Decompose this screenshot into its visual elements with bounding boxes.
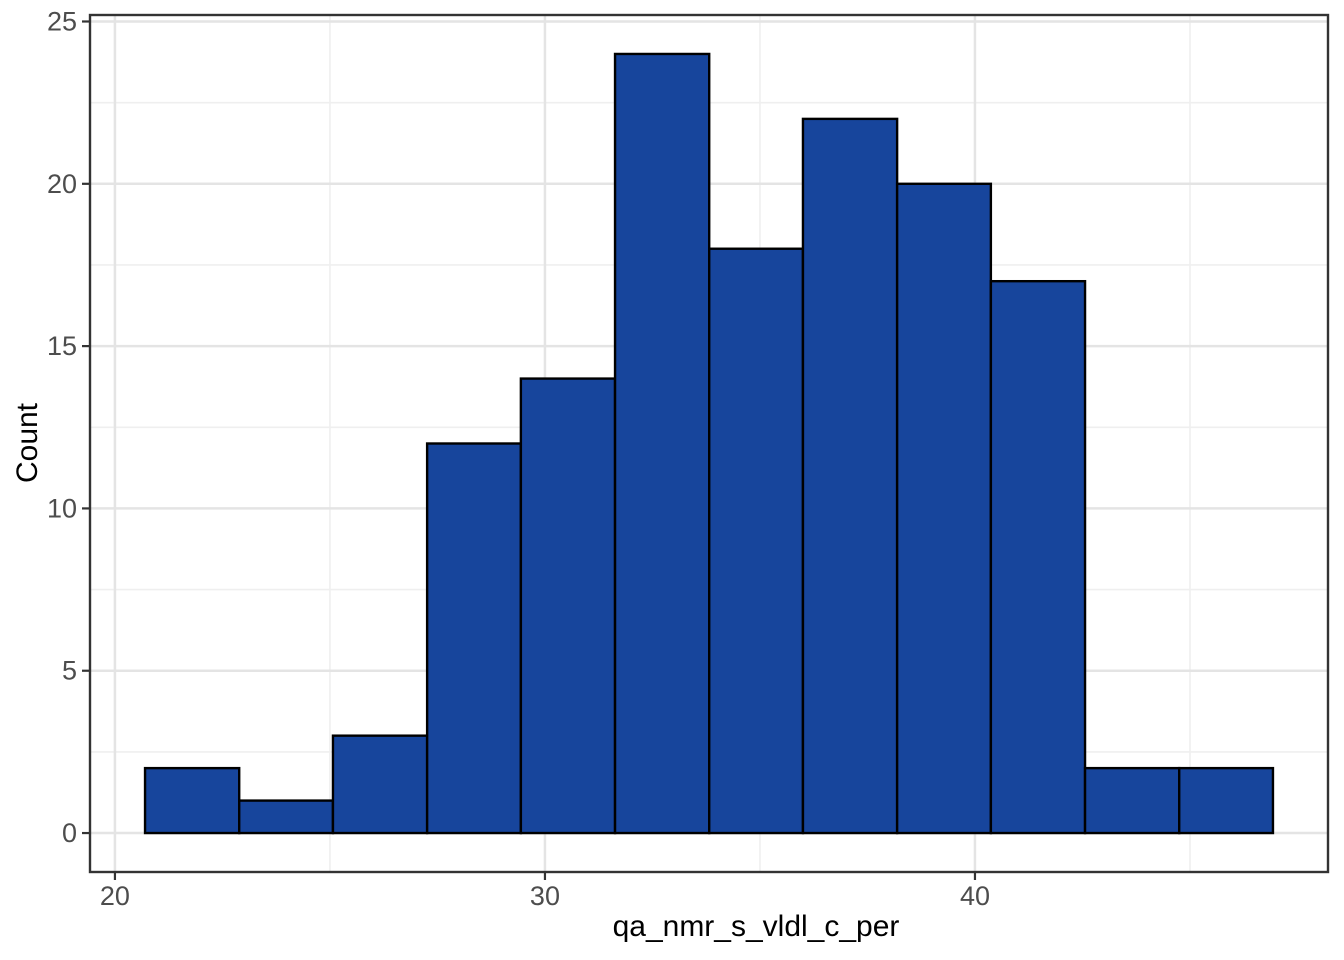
histogram-bar: [613, 52, 711, 835]
histogram-bar: [331, 734, 429, 835]
histogram-bar: [1178, 766, 1275, 835]
histogram-bar: [143, 766, 241, 835]
histogram-bar: [895, 182, 993, 835]
y-tick-label: 15: [47, 331, 77, 361]
panel-border: [88, 13, 1330, 874]
histogram-bar: [238, 799, 335, 835]
histogram-bar: [519, 377, 617, 835]
y-tick-label: 0: [62, 818, 77, 848]
y-tick-label: 20: [47, 169, 77, 199]
histogram-bar: [425, 442, 523, 835]
histogram-bar: [989, 279, 1087, 835]
y-tick-label: 10: [47, 493, 77, 523]
histogram-bar: [1083, 766, 1181, 835]
x-tick-label: 20: [100, 881, 130, 911]
y-tick-label: 25: [47, 6, 77, 36]
chart-layers: 20 30 40 0 5 10 15 20 25: [47, 6, 1330, 911]
x-axis-title: qa_nmr_s_vldl_c_per: [613, 910, 900, 943]
y-axis-title: Count: [11, 402, 44, 483]
histogram-bar: [801, 117, 899, 835]
histogram-bar: [708, 247, 805, 835]
x-tick-label: 40: [960, 881, 990, 911]
x-tick-label: 30: [530, 881, 560, 911]
y-tick-label: 5: [62, 656, 77, 686]
